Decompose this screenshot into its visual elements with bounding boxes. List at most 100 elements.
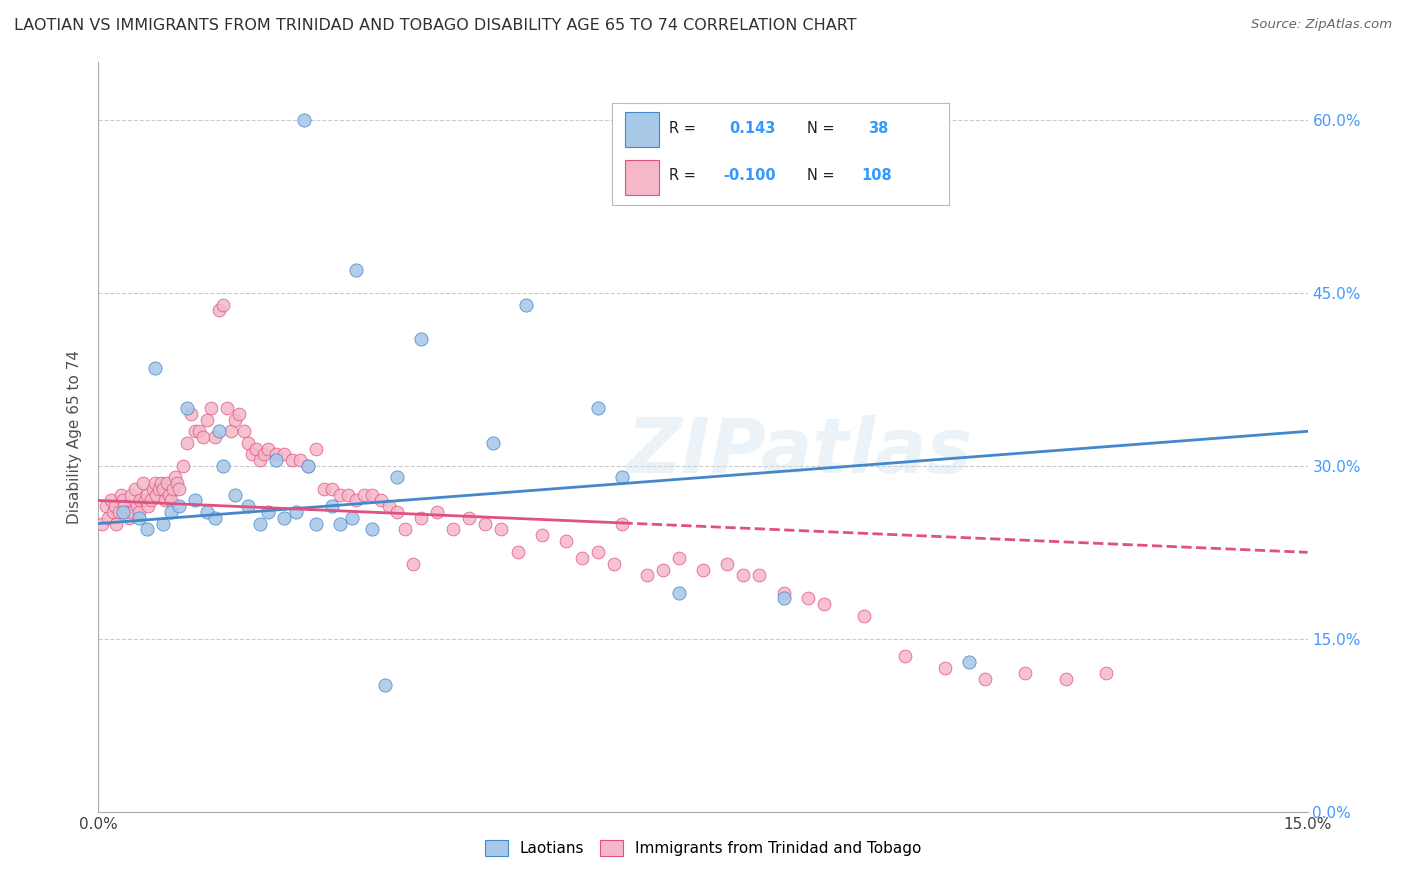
Point: [603, 557, 626, 571]
Point: [184, 493, 207, 508]
Point: [150, 476, 173, 491]
Point: [586, 545, 609, 559]
Point: [374, 678, 396, 692]
Point: [128, 505, 150, 519]
Point: [893, 649, 915, 664]
Point: [224, 413, 246, 427]
Point: [240, 447, 263, 461]
Point: [636, 568, 658, 582]
Point: [195, 413, 218, 427]
Point: [145, 488, 167, 502]
Point: [138, 500, 160, 514]
Point: [249, 453, 271, 467]
Point: [129, 493, 152, 508]
Point: [692, 563, 714, 577]
Point: [143, 360, 166, 375]
Point: [156, 476, 179, 491]
Point: [107, 505, 129, 519]
Text: 108: 108: [862, 169, 891, 184]
Point: [305, 442, 328, 456]
Point: [112, 500, 135, 514]
Point: [515, 297, 537, 311]
Point: [733, 568, 755, 582]
Point: [458, 510, 481, 524]
Point: [195, 505, 218, 519]
Point: [530, 528, 553, 542]
Point: [409, 332, 432, 346]
Point: [281, 453, 304, 467]
Text: N =: N =: [807, 121, 835, 136]
Point: [132, 476, 155, 491]
Point: [212, 297, 235, 311]
Point: [110, 488, 132, 502]
Bar: [626, 160, 659, 194]
Point: [176, 401, 198, 416]
Point: [934, 660, 956, 674]
Text: R =: R =: [669, 169, 696, 184]
Point: [176, 435, 198, 450]
Text: LAOTIAN VS IMMIGRANTS FROM TRINIDAD AND TOBAGO DISABILITY AGE 65 TO 74 CORRELATI: LAOTIAN VS IMMIGRANTS FROM TRINIDAD AND …: [14, 18, 856, 33]
Point: [139, 493, 162, 508]
Point: [264, 453, 287, 467]
Point: [813, 597, 835, 611]
Point: [97, 510, 120, 524]
Point: [314, 482, 336, 496]
Point: [153, 493, 176, 508]
Point: [160, 505, 183, 519]
Point: [555, 533, 578, 548]
Point: [491, 522, 513, 536]
Point: [221, 425, 243, 439]
Point: [441, 522, 464, 536]
Y-axis label: Disability Age 65 to 74: Disability Age 65 to 74: [67, 350, 83, 524]
Point: [361, 488, 384, 502]
Point: [385, 505, 408, 519]
Point: [100, 493, 122, 508]
Text: Source: ZipAtlas.com: Source: ZipAtlas.com: [1251, 18, 1392, 31]
Point: [1095, 666, 1118, 681]
Point: [184, 425, 207, 439]
Point: [297, 458, 319, 473]
Text: 38: 38: [868, 121, 889, 136]
Point: [200, 401, 222, 416]
Point: [91, 516, 114, 531]
Point: [772, 591, 794, 606]
Point: [148, 482, 170, 496]
Point: [256, 505, 278, 519]
Point: [716, 557, 738, 571]
Point: [342, 510, 364, 524]
Point: [249, 516, 271, 531]
Point: [1054, 672, 1077, 686]
Point: [105, 516, 128, 531]
Point: [264, 447, 287, 461]
Point: [96, 500, 118, 514]
Point: [297, 458, 319, 473]
Point: [772, 585, 794, 599]
Text: -0.100: -0.100: [723, 169, 776, 184]
Point: [135, 522, 157, 536]
Point: [385, 470, 408, 484]
Point: [120, 488, 142, 502]
Point: [612, 516, 634, 531]
Point: [353, 488, 375, 502]
Point: [256, 442, 278, 456]
Point: [193, 430, 215, 444]
Point: [586, 401, 609, 416]
Point: [409, 510, 432, 524]
Point: [101, 505, 124, 519]
Point: [571, 551, 593, 566]
Point: [402, 557, 425, 571]
Bar: [626, 112, 659, 146]
Point: [273, 447, 295, 461]
Point: [127, 500, 149, 514]
Point: [1014, 666, 1036, 681]
Point: [128, 510, 150, 524]
Text: 0.143: 0.143: [730, 121, 776, 136]
Point: [208, 303, 231, 318]
Point: [321, 482, 343, 496]
Point: [152, 516, 174, 531]
Point: [651, 563, 673, 577]
Point: [111, 493, 134, 508]
Point: [377, 500, 399, 514]
Point: [612, 470, 634, 484]
Point: [162, 482, 184, 496]
